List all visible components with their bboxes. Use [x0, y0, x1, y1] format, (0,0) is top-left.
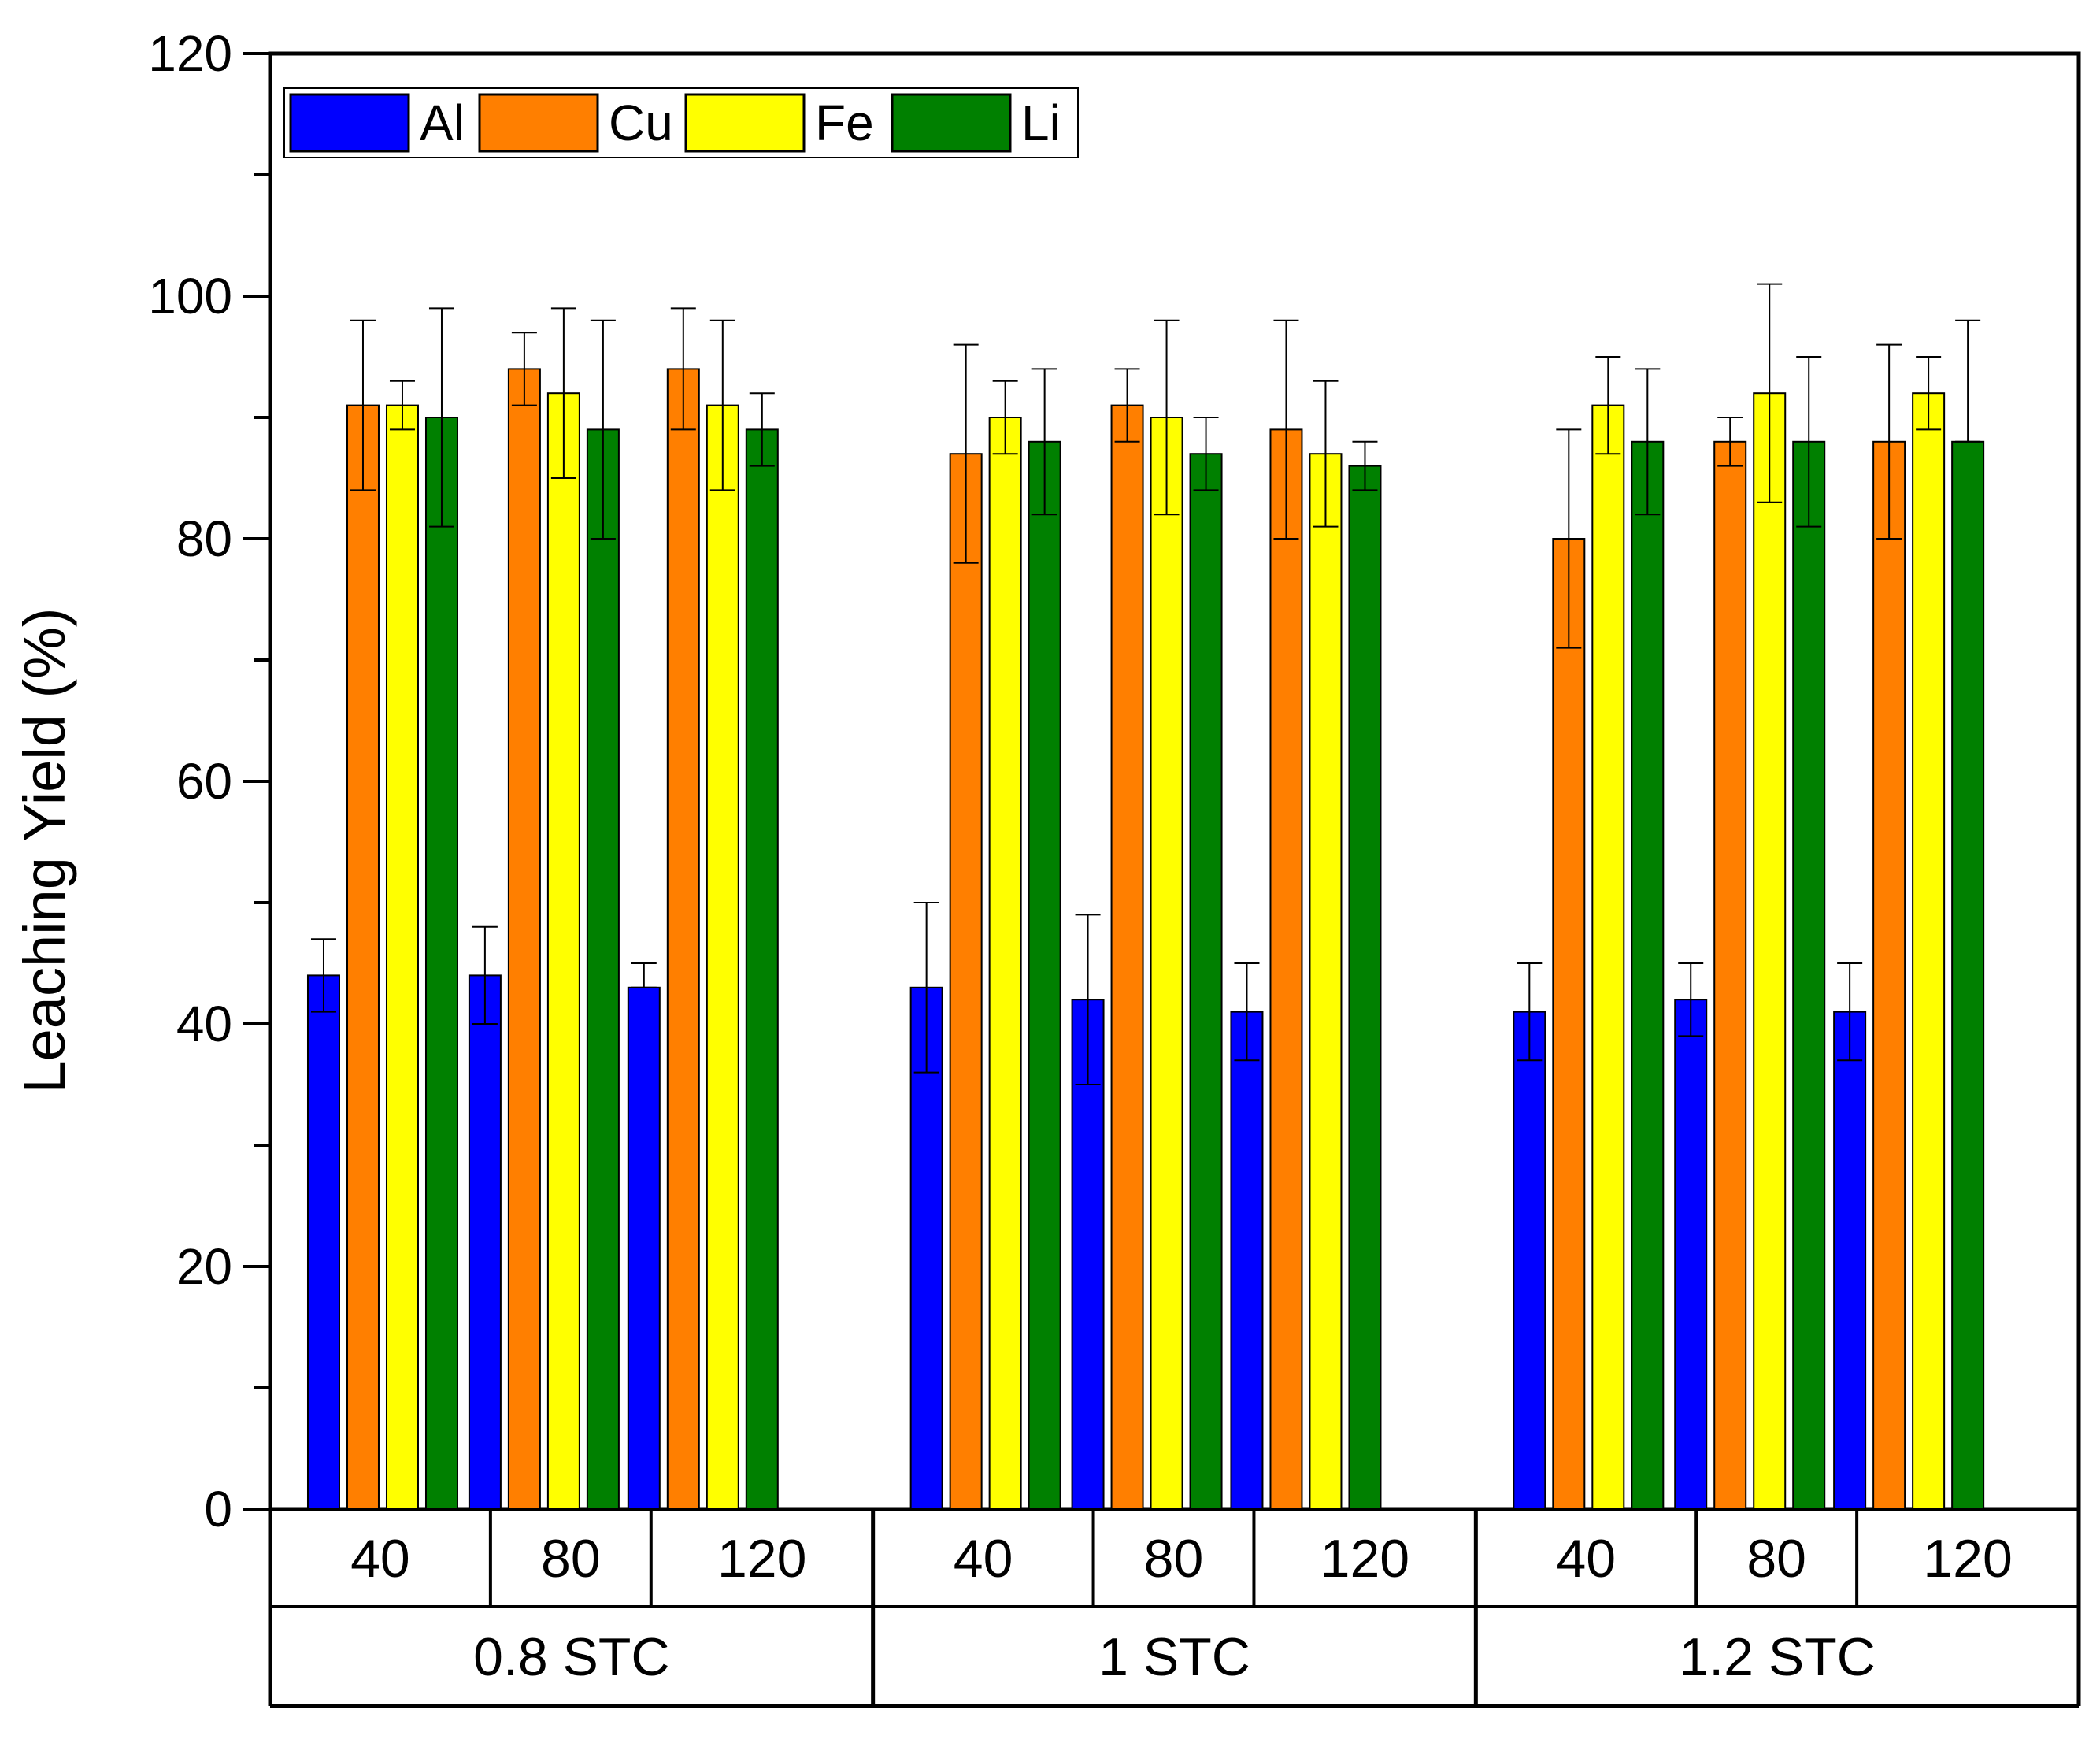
y-tick-label: 0 — [204, 1481, 232, 1537]
bar-li — [1631, 440, 1665, 1510]
category-label: 40 — [1556, 1529, 1616, 1589]
bar-li — [1348, 465, 1382, 1510]
bar-al — [1230, 1011, 1264, 1510]
bar-fe — [988, 417, 1022, 1510]
bar-cu — [1110, 404, 1144, 1510]
group-label: 1 STC — [1098, 1627, 1250, 1687]
bar-al — [468, 974, 502, 1510]
y-tick-label: 120 — [148, 25, 232, 82]
bar-li — [424, 417, 458, 1510]
bar-fe — [1912, 392, 1946, 1511]
bar-li — [1189, 453, 1223, 1511]
category-label: 40 — [350, 1529, 410, 1589]
bar-al — [306, 974, 340, 1510]
bar-al — [1833, 1011, 1867, 1510]
bar-fe — [546, 392, 580, 1511]
bar-cu — [1552, 538, 1586, 1510]
bar-cu — [949, 453, 983, 1511]
category-label: 80 — [1144, 1529, 1204, 1589]
category-label: 120 — [717, 1529, 806, 1589]
legend-label-cu: Cu — [609, 95, 673, 151]
category-label: 80 — [1746, 1529, 1806, 1589]
y-tick-label: 80 — [176, 510, 232, 567]
legend-label-fe: Fe — [815, 95, 874, 151]
legend-swatch-al — [289, 93, 410, 153]
bar-al — [909, 986, 943, 1511]
bar-fe — [1309, 453, 1343, 1511]
category-label: 120 — [1923, 1529, 2012, 1589]
bar-al — [1674, 999, 1708, 1510]
bar-li — [745, 428, 779, 1510]
legend-swatch-fe — [684, 93, 806, 153]
y-tick-label: 100 — [148, 268, 232, 324]
bar-al — [1513, 1011, 1546, 1510]
legend-swatch-li — [891, 93, 1012, 153]
category-label: 120 — [1320, 1529, 1409, 1589]
y-tick-label: 40 — [176, 996, 232, 1052]
category-label: 80 — [541, 1529, 601, 1589]
bar-fe — [1150, 417, 1183, 1510]
bar-cu — [1713, 440, 1747, 1510]
category-label: 40 — [954, 1529, 1013, 1589]
bar-cu — [346, 404, 380, 1510]
bar-fe — [1591, 404, 1625, 1510]
bar-li — [1792, 440, 1826, 1510]
bar-fe — [1753, 392, 1787, 1511]
y-tick-label: 60 — [176, 753, 232, 810]
legend-swatch-cu — [478, 93, 599, 153]
legend-label-li: Li — [1021, 95, 1061, 151]
bar-li — [586, 428, 620, 1510]
bar-li — [1951, 440, 1985, 1510]
bar-cu — [507, 368, 541, 1510]
bar-li — [1028, 440, 1061, 1510]
y-axis-title: Leaching Yield (%) — [12, 607, 77, 1093]
bar-fe — [706, 404, 739, 1510]
legend-label-al: Al — [420, 95, 465, 151]
bar-al — [627, 986, 661, 1511]
bar-cu — [1269, 428, 1303, 1510]
bar-fe — [385, 404, 419, 1510]
group-label: 1.2 STC — [1679, 1627, 1875, 1687]
group-label: 0.8 STC — [473, 1627, 669, 1687]
bar-cu — [1872, 440, 1906, 1510]
bar-cu — [666, 368, 700, 1510]
y-tick-label: 20 — [176, 1238, 232, 1295]
